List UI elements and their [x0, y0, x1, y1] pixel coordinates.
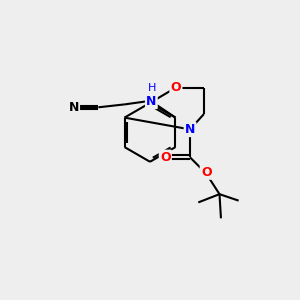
- Text: O: O: [171, 81, 181, 94]
- Text: O: O: [201, 166, 211, 178]
- Text: H: H: [148, 83, 156, 93]
- Text: N: N: [146, 95, 157, 108]
- Text: O: O: [160, 151, 171, 164]
- Text: N: N: [185, 123, 195, 136]
- Text: N: N: [68, 101, 79, 114]
